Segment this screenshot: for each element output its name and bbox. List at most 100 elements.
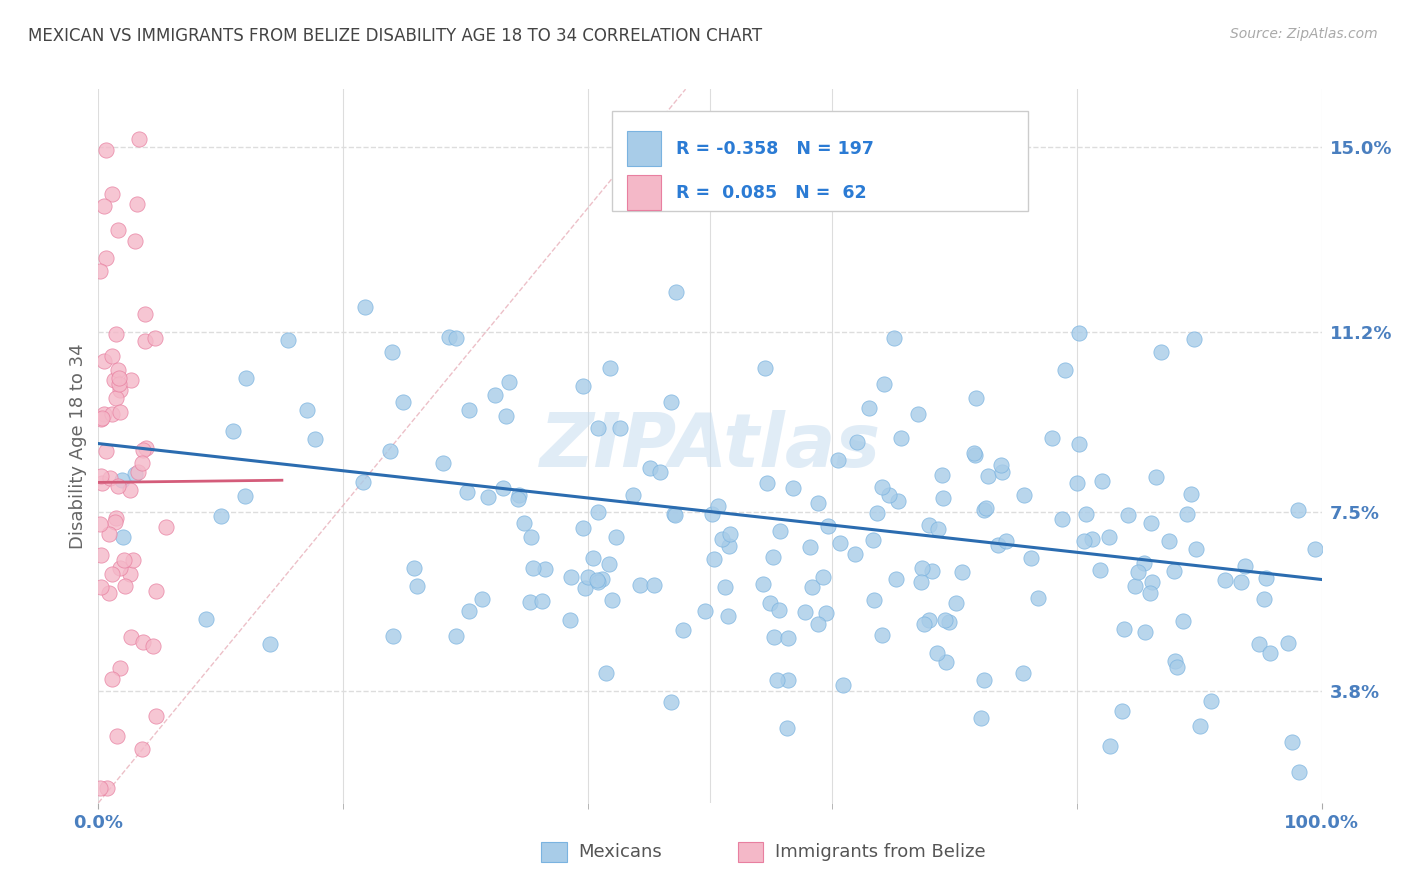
Point: [994, 534, 1017, 549]
Point: [513, 516, 536, 531]
Point: [145, 709, 167, 723]
Point: [194, 611, 217, 625]
Point: [103, 373, 125, 387]
Point: [925, 646, 948, 660]
Point: [1054, 363, 1077, 377]
Point: [90, 580, 112, 594]
Point: [918, 518, 941, 533]
Point: [1182, 332, 1205, 346]
Point: [352, 475, 374, 490]
Point: [950, 565, 973, 579]
Point: [145, 584, 167, 599]
Point: [131, 742, 153, 756]
Point: [304, 433, 326, 447]
Point: [235, 370, 257, 384]
Point: [101, 187, 124, 202]
Point: [703, 552, 725, 566]
Point: [1288, 765, 1310, 780]
Point: [693, 604, 716, 618]
Point: [108, 371, 131, 385]
Point: [890, 431, 912, 445]
Point: [93, 353, 115, 368]
Point: [91, 475, 114, 490]
Point: [664, 508, 686, 523]
Text: Mexicans: Mexicans: [578, 843, 662, 861]
Point: [672, 623, 695, 637]
Point: [107, 223, 129, 237]
Point: [531, 594, 554, 608]
Point: [990, 458, 1012, 473]
Point: [1166, 660, 1188, 674]
Point: [945, 596, 967, 610]
Point: [1126, 565, 1149, 579]
Point: [769, 524, 792, 539]
Point: [93, 407, 115, 421]
Point: [1185, 541, 1208, 556]
Point: [111, 473, 134, 487]
Point: [520, 530, 543, 544]
Point: [927, 522, 949, 536]
Point: [1052, 512, 1074, 526]
Point: [817, 519, 839, 533]
Point: [1040, 430, 1063, 444]
Point: [628, 578, 651, 592]
Point: [495, 409, 517, 423]
Bar: [612, 111, 1028, 211]
Text: ZIPAtlas: ZIPAtlas: [540, 409, 880, 483]
Point: [1133, 625, 1156, 640]
Point: [120, 630, 142, 644]
Point: [104, 510, 127, 524]
Point: [89, 264, 111, 278]
Point: [1230, 574, 1253, 589]
Point: [259, 637, 281, 651]
Point: [111, 530, 134, 544]
Point: [910, 575, 932, 590]
Point: [576, 570, 599, 584]
Point: [91, 411, 114, 425]
Point: [89, 781, 111, 796]
Point: [717, 609, 740, 624]
Point: [437, 330, 460, 344]
Point: [1177, 507, 1199, 521]
Point: [845, 434, 868, 449]
Point: [131, 635, 153, 649]
Point: [96, 781, 118, 796]
Point: [911, 561, 934, 575]
Text: R = -0.358   N = 197: R = -0.358 N = 197: [676, 139, 873, 158]
Point: [907, 407, 929, 421]
Point: [108, 561, 131, 575]
Point: [1163, 564, 1185, 578]
Point: [295, 402, 318, 417]
Point: [599, 360, 621, 375]
Point: [1201, 694, 1223, 708]
Point: [1286, 503, 1309, 517]
Point: [598, 558, 620, 572]
Point: [1014, 488, 1036, 502]
Point: [586, 421, 609, 435]
Point: [89, 516, 111, 531]
Point: [498, 375, 520, 389]
Point: [120, 373, 142, 387]
Point: [1114, 622, 1136, 636]
Point: [963, 448, 986, 462]
Point: [707, 499, 730, 513]
Point: [107, 479, 129, 493]
Point: [762, 549, 785, 564]
Point: [1139, 586, 1161, 600]
Point: [718, 526, 741, 541]
Point: [879, 488, 901, 502]
Point: [128, 132, 150, 146]
Point: [752, 577, 775, 591]
Point: [717, 539, 740, 553]
Point: [94, 251, 117, 265]
Point: [406, 579, 429, 593]
Point: [108, 405, 131, 419]
Point: [118, 483, 141, 497]
Point: [104, 515, 127, 529]
Point: [586, 575, 609, 590]
Point: [918, 614, 941, 628]
Point: [870, 628, 893, 642]
Point: [101, 672, 124, 686]
Point: [1144, 469, 1167, 483]
Point: [1254, 571, 1277, 585]
